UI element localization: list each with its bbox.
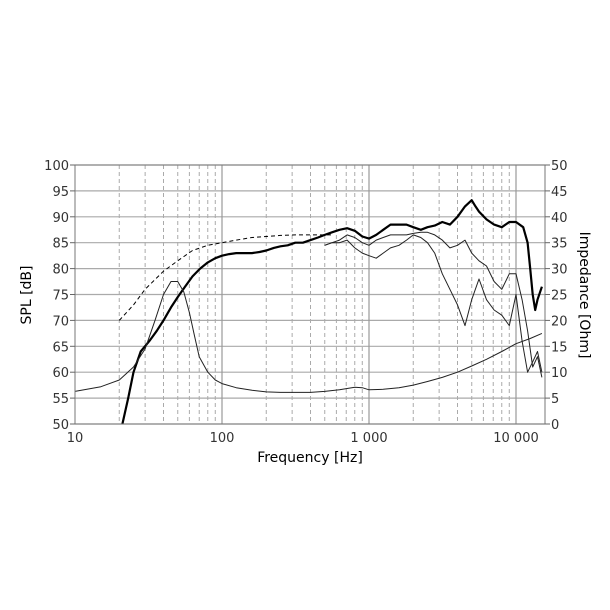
y2-tick-label: 30 — [551, 263, 568, 278]
y2-tick-label: 25 — [551, 289, 568, 304]
x-axis-label: Frequency [Hz] — [257, 450, 363, 466]
y-tick-label: 65 — [52, 340, 69, 355]
y2-tick-label: 50 — [551, 159, 568, 174]
y-axis-ticks: 50 55 60 65 70 75 80 85 90 95 100 — [44, 159, 75, 433]
curve-spl-30-deg — [324, 231, 543, 378]
y2-tick-label: 40 — [551, 211, 568, 226]
curve-impedance — [74, 281, 543, 393]
y2-tick-label: 15 — [551, 340, 568, 355]
y-tick-label: 80 — [52, 263, 69, 278]
y-tick-label: 75 — [52, 289, 69, 304]
y2-tick-label: 0 — [551, 418, 559, 433]
curve-spl-on-axis — [121, 199, 543, 425]
y2-tick-label: 35 — [551, 237, 568, 252]
y-axis-label: SPL [dB] — [19, 266, 35, 325]
x-tick-label: 10 000 — [493, 431, 539, 446]
y-tick-label: 95 — [52, 185, 69, 200]
y2-tick-label: 10 — [551, 366, 568, 381]
y-tick-label: 70 — [52, 314, 69, 329]
y-tick-label: 85 — [52, 237, 69, 252]
x-tick-label: 10 — [67, 431, 84, 446]
y-tick-label: 55 — [52, 392, 69, 407]
y2-tick-label: 45 — [551, 185, 568, 200]
y-tick-label: 100 — [44, 159, 69, 174]
y-tick-label: 50 — [52, 418, 69, 433]
y2-tick-label: 5 — [551, 392, 559, 407]
x-tick-label: 1 000 — [350, 431, 387, 446]
curve-spl-60-deg — [324, 234, 543, 373]
y2-tick-label: 20 — [551, 314, 568, 329]
x-axis-ticks: 10 100 1 000 10 000 — [67, 431, 539, 446]
y-tick-label: 90 — [52, 211, 69, 226]
y2-axis-label: Impedance [Ohm] — [576, 232, 592, 359]
chart-curves — [74, 199, 543, 425]
x-tick-label: 100 — [210, 431, 235, 446]
y2-axis-ticks: 0 5 10 15 20 25 30 35 40 45 50 — [545, 159, 568, 433]
curve-spl-simulated-baffle-dashed- — [118, 234, 332, 321]
y-tick-label: 60 — [52, 366, 69, 381]
